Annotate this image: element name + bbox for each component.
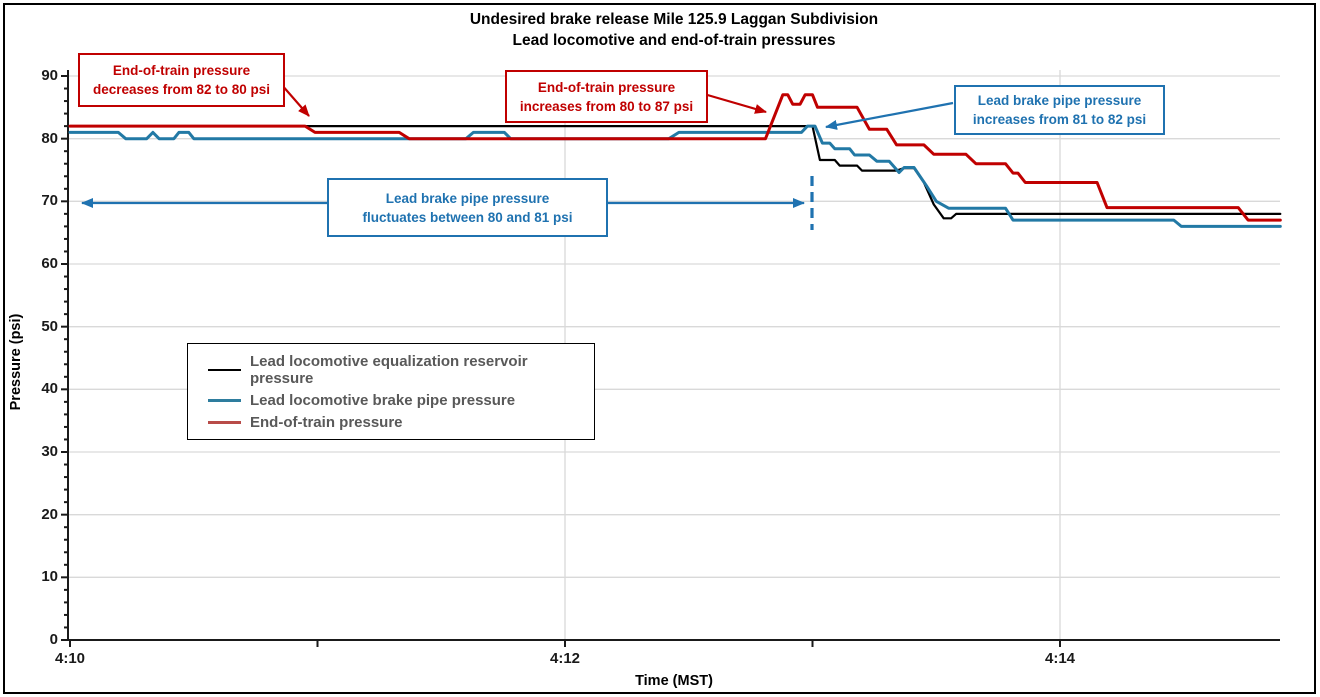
y-tick-label: 70 xyxy=(41,192,58,210)
chart-title-line1: Undesired brake release Mile 125.9 Lagga… xyxy=(469,11,879,28)
y-tick-label: 20 xyxy=(41,505,58,523)
legend-line-swatch xyxy=(208,368,241,371)
annotation-bp-fluctuates: Lead brake pipe pressure fluctuates betw… xyxy=(327,178,608,237)
legend-label: Lead locomotive equalization reservoir p… xyxy=(250,352,528,387)
y-tick-label: 50 xyxy=(41,317,58,335)
annotation-text: End-of-train pressure xyxy=(112,63,251,78)
legend-label: Lead locomotive brake pipe pressure xyxy=(250,391,516,409)
chart-title-line2: Lead locomotive and end-of-train pressur… xyxy=(512,32,836,49)
annotation-text: End-of-train pressure xyxy=(537,79,676,95)
y-tick-label: 0 xyxy=(49,631,58,648)
legend-item: Lead locomotive brake pipe pressure xyxy=(208,392,594,409)
annotation-text: increases from 80 to 87 psi xyxy=(519,98,694,114)
annotation-text: Lead brake pipe pressure xyxy=(977,93,1142,108)
legend-item: Lead locomotive equalization reservoir p… xyxy=(208,353,594,387)
legend-item: End-of-train pressure xyxy=(208,414,594,431)
y-tick-label: 30 xyxy=(41,442,58,460)
legend: Lead locomotive equalization reservoir p… xyxy=(187,343,595,440)
x-axis-title: Time (MST) xyxy=(635,673,713,689)
y-tick-label: 80 xyxy=(41,129,58,147)
annotation-eot-decrease: End-of-train pressure decreases from 82 … xyxy=(78,53,285,107)
legend-line-swatch xyxy=(208,398,241,402)
x-tick-label: 4:10 xyxy=(54,650,86,667)
y-tick-label: 10 xyxy=(41,568,58,586)
x-tick-label: 4:14 xyxy=(1044,650,1076,667)
y-tick-label: 40 xyxy=(41,380,58,398)
annotation-text: Lead brake pipe pressure xyxy=(385,190,550,206)
annotation-text: fluctuates between 80 and 81 psi xyxy=(362,209,573,225)
y-axis-title: Pressure (psi) xyxy=(8,313,24,411)
y-tick-label: 90 xyxy=(41,66,58,84)
y-tick-label: 60 xyxy=(41,254,58,272)
legend-line-swatch xyxy=(208,420,241,424)
legend-label: End-of-train pressure xyxy=(250,413,403,431)
annotation-bp-increase: Lead brake pipe pressure increases from … xyxy=(954,85,1165,135)
annotation-text: increases from 81 to 82 psi xyxy=(972,112,1147,127)
annotation-eot-increase: End-of-train pressure increases from 80 … xyxy=(505,70,708,123)
chart-title: Undesired brake release Mile 125.9 Lagga… xyxy=(68,9,1280,51)
annotation-text: decreases from 82 to 80 psi xyxy=(92,82,271,97)
x-tick-label: 4:12 xyxy=(549,650,581,667)
